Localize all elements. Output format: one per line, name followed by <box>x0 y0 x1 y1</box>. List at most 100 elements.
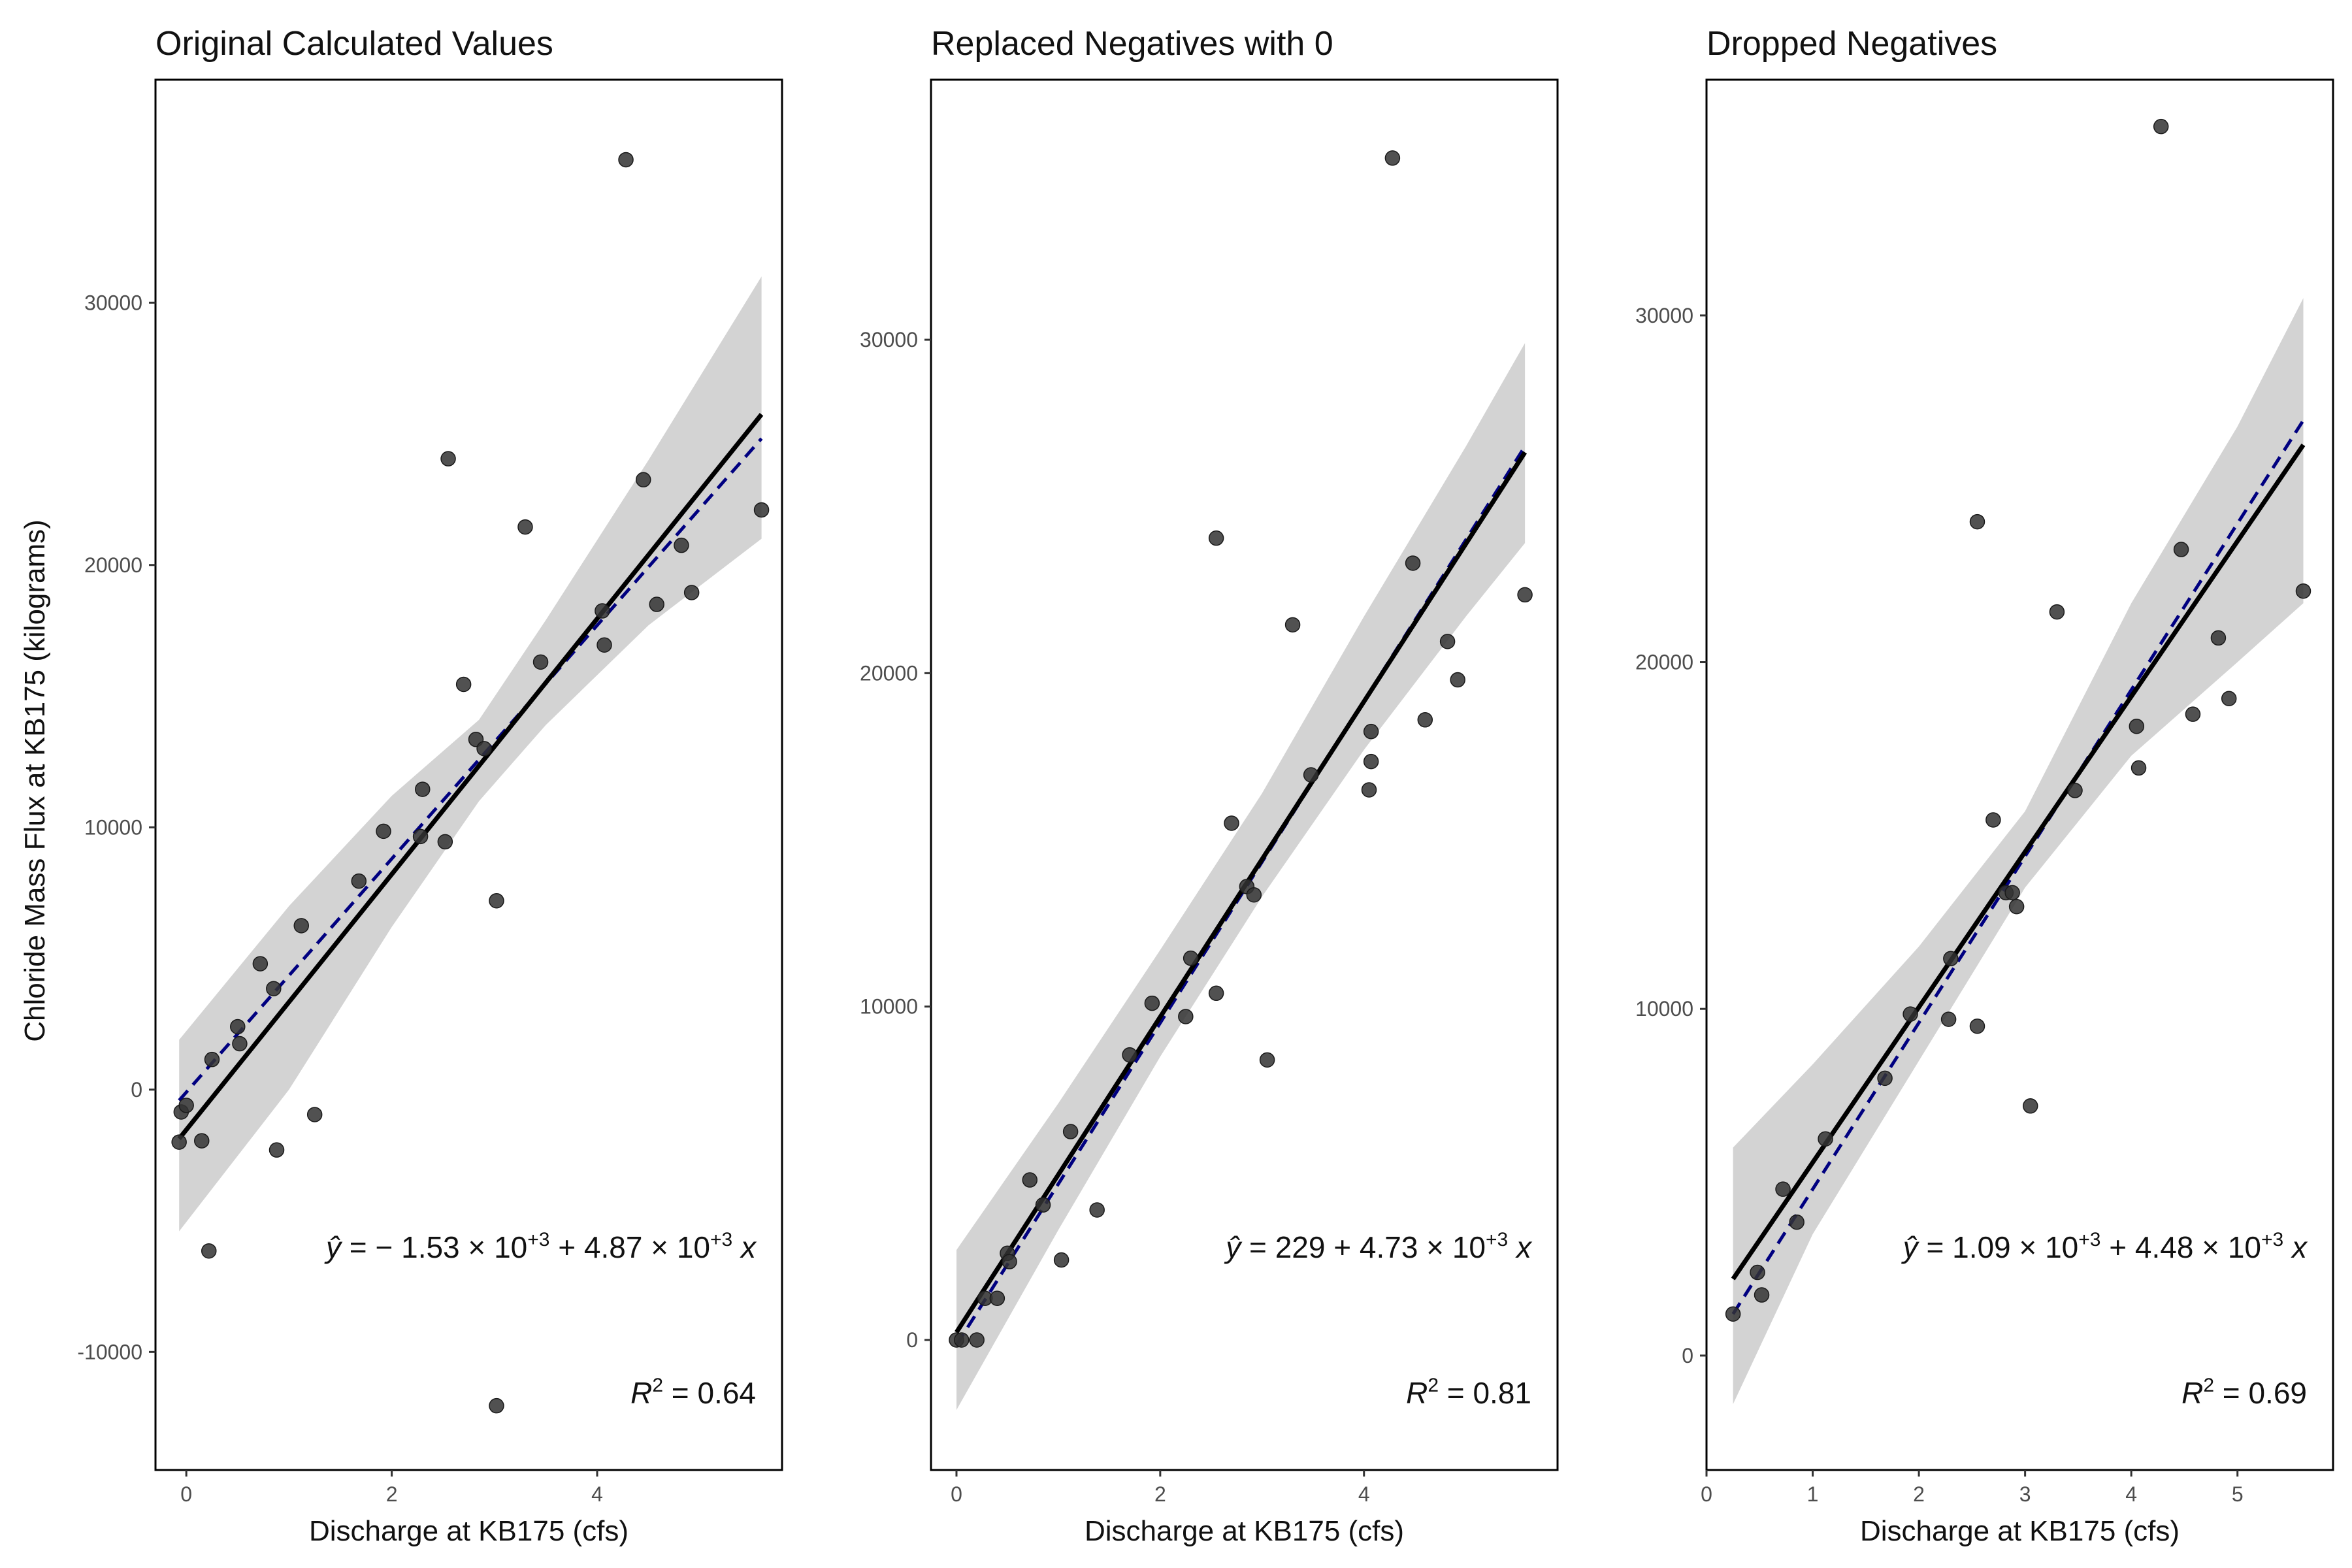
y-tick-label: 20000 <box>860 661 918 685</box>
equation-lead-exponent: +3 <box>1486 1229 1508 1250</box>
data-point <box>1361 782 1377 798</box>
data-point <box>1246 887 1262 903</box>
equation-mid: + 4.48 × 10 <box>2100 1230 2261 1264</box>
data-point <box>2023 1098 2038 1114</box>
regression-line <box>955 451 1527 1334</box>
regression-line <box>177 413 764 1141</box>
data-point <box>230 1019 246 1035</box>
x-tick-label: 2 <box>1154 1482 1166 1506</box>
data-point <box>2210 630 2227 646</box>
data-point <box>2185 706 2201 722</box>
equation-mid: + 4.87 × 10 <box>549 1230 710 1264</box>
data-point <box>1969 1018 1985 1034</box>
panel-frame <box>154 78 783 1471</box>
equation-mid-exponent: +3 <box>2261 1229 2283 1250</box>
data-point <box>1969 514 1985 530</box>
data-point <box>1450 672 1465 688</box>
equation-yhat: ŷ <box>1224 1230 1243 1264</box>
equation-lead-exponent: +3 <box>527 1229 549 1250</box>
data-point <box>1022 1172 1038 1188</box>
data-point <box>1035 1197 1051 1213</box>
data-point <box>1053 1252 1070 1268</box>
equation-equals: = <box>341 1230 375 1264</box>
data-point <box>1940 1011 1957 1027</box>
data-point <box>1089 1202 1105 1218</box>
equation-x: x <box>1508 1230 1533 1264</box>
data-point <box>193 1133 210 1149</box>
data-point <box>2067 783 2083 798</box>
r-squared-label: R2 = 0.81 <box>1406 1375 1531 1410</box>
data-point <box>293 918 309 934</box>
x-axis-title: Discharge at KB175 (cfs) <box>1085 1515 1404 1547</box>
y-tick-label: 30000 <box>1635 304 1693 327</box>
equation-lead: 1.09 × 10 <box>1952 1230 2078 1264</box>
r2-equals: = <box>663 1376 697 1410</box>
data-point <box>269 1142 285 1158</box>
y-tick-label: 10000 <box>84 815 142 839</box>
r2-symbol: R <box>1406 1376 1428 1410</box>
data-point <box>683 585 700 600</box>
confidence-band <box>179 276 762 1232</box>
panel-title: Replaced Negatives with 0 <box>931 25 1333 63</box>
data-point <box>1183 950 1199 966</box>
regression-equation: ŷ = 229 + 4.73 × 10+3 x <box>1224 1229 1533 1264</box>
panel-frame <box>930 78 1559 1471</box>
x-tick-label: 0 <box>180 1482 192 1506</box>
r2-equals: = <box>2214 1376 2248 1410</box>
y-tick-label: 20000 <box>84 553 142 577</box>
data-point <box>753 502 770 518</box>
data-point <box>1002 1254 1017 1269</box>
y-tick-label: 10000 <box>860 995 918 1019</box>
x-tick-label: 0 <box>951 1482 962 1506</box>
r-squared-label: R2 = 0.64 <box>630 1375 756 1410</box>
data-point <box>1303 767 1319 783</box>
r2-symbol: R <box>630 1376 652 1410</box>
data-point <box>489 892 504 909</box>
data-point <box>306 1107 323 1122</box>
equation-mid-exponent: +3 <box>710 1229 732 1250</box>
data-point <box>252 956 269 972</box>
data-point <box>1259 1052 1275 1068</box>
equation-equals: = <box>1918 1230 1952 1264</box>
data-point <box>415 781 431 797</box>
y-axis-title: Chloride Mass Flux at KB175 (kilograms) <box>19 519 51 1042</box>
data-point <box>171 1134 187 1150</box>
x-tick-label: 2 <box>1913 1482 1925 1506</box>
x-tick-label: 4 <box>1358 1482 1370 1506</box>
y-tick-label: 0 <box>1682 1344 1693 1367</box>
r2-symbol: R <box>2181 1376 2203 1410</box>
equation-yhat: ŷ <box>1901 1230 1920 1264</box>
plot-area <box>1725 118 2311 1405</box>
r2-equals: = <box>1439 1376 1473 1410</box>
dashed-trend-line <box>178 437 763 1102</box>
data-point <box>1224 815 1239 831</box>
data-point <box>440 451 456 466</box>
r2-value: 0.69 <box>2248 1376 2307 1410</box>
data-point <box>1178 1009 1194 1024</box>
panel-3: 0 10000 20000 30000 0 1 2 3 4 5 Dropped Negatives D… <box>1635 25 2334 1547</box>
data-point <box>969 1332 985 1348</box>
data-point <box>178 1098 194 1113</box>
data-point <box>2049 604 2065 620</box>
data-point <box>204 1051 220 1068</box>
data-point <box>376 823 391 840</box>
equation-lead: 229 + 4.73 × 10 <box>1275 1230 1486 1264</box>
y-tick-label: 20000 <box>1635 651 1693 674</box>
data-point <box>649 596 664 612</box>
data-point <box>1750 1264 1765 1281</box>
data-point <box>2131 760 2147 776</box>
regression-equation: ŷ = 1.09 × 10+3 + 4.48 × 10+3 x <box>1901 1229 2308 1264</box>
y-tick-label: -10000 <box>77 1340 142 1364</box>
dashed-trend-line <box>1731 419 2305 1315</box>
data-point <box>455 676 472 693</box>
data-point <box>596 637 612 653</box>
data-point <box>2129 718 2145 734</box>
data-point <box>1877 1070 1893 1086</box>
data-point <box>266 981 282 996</box>
data-point <box>412 828 429 845</box>
plot-area <box>949 150 1533 1411</box>
r2-value: 0.81 <box>1473 1376 1531 1410</box>
data-point <box>1208 985 1224 1002</box>
data-point <box>1517 587 1533 603</box>
data-point <box>351 873 367 889</box>
